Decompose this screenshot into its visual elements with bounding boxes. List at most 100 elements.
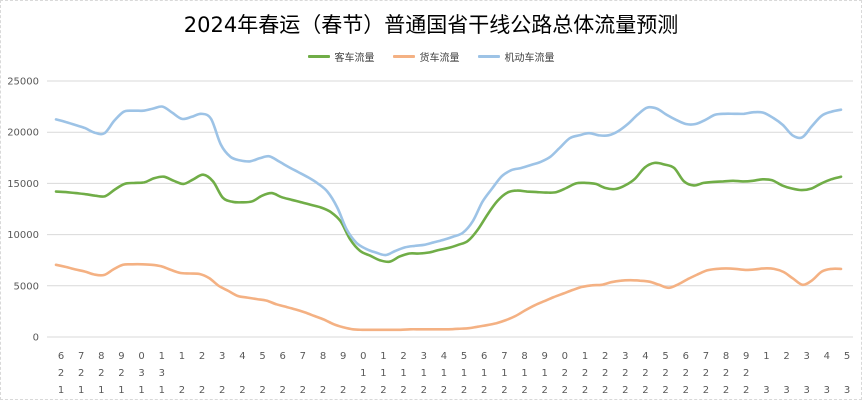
legend-item-passenger: 客车流量: [307, 49, 375, 64]
x-tick-label: 3 1 2: [421, 351, 427, 396]
x-tick-char: 2: [421, 385, 427, 396]
x-tick-char: 1: [441, 368, 447, 379]
x-tick-char: 6: [58, 351, 64, 362]
chart-title: 2024年春运（春节）普通国省干线公路总体流量预测: [183, 13, 679, 37]
x-tick-label: 72: [300, 351, 306, 396]
x-tick-label: 42: [239, 351, 245, 396]
x-tick-label: 2 2 2: [602, 351, 608, 396]
series-line-passenger: [54, 161, 843, 264]
x-tick-char: 1: [98, 385, 104, 396]
x-tick-char: 2: [219, 385, 225, 396]
x-tick-char: 3: [219, 351, 225, 362]
x-tick-char: 2: [400, 351, 406, 362]
x-tick-char: 9: [743, 351, 749, 362]
x-tick-char: 2: [622, 385, 628, 396]
y-tick-label-5000: 5000: [14, 281, 39, 292]
x-tick-char: 4: [642, 351, 648, 362]
x-tick-char: 2: [340, 385, 346, 396]
x-tick-char: 2: [118, 368, 124, 379]
x-tick-char: 9: [118, 351, 124, 362]
x-tick-label: 0 2 2: [562, 351, 568, 396]
x-tick-char: 1: [380, 351, 386, 362]
x-tick-char: 1: [521, 368, 527, 379]
x-tick-char: 1: [501, 368, 507, 379]
x-tick-char: 2: [662, 368, 668, 379]
x-tick-label: 9 2 2: [743, 351, 749, 396]
x-tick-char: 1: [461, 368, 467, 379]
legend-swatch-motor: [477, 55, 500, 58]
x-tick-label: 1 3 1: [159, 351, 165, 396]
x-tick-char: 2: [662, 385, 668, 396]
x-tick-char: 0: [138, 351, 144, 362]
x-tick-char: 2: [58, 368, 64, 379]
x-tick-char: 1: [582, 351, 588, 362]
x-tick-char: 6: [280, 351, 286, 362]
x-tick-char: 2: [400, 385, 406, 396]
legend-label-motor: 机动车流量: [504, 53, 555, 64]
x-tick-char: 2: [441, 385, 447, 396]
x-tick-char: 7: [300, 351, 306, 362]
x-tick-label: 1 2 2: [582, 351, 588, 396]
x-tick-char: 5: [662, 351, 668, 362]
x-tick-char: 2: [199, 385, 205, 396]
legend-swatch-truck: [392, 55, 415, 58]
x-tick-char: 1: [179, 351, 185, 362]
x-tick-label: 13: [763, 351, 769, 396]
x-tick-char: 7: [703, 351, 709, 362]
x-tick-char: 1: [58, 385, 64, 396]
x-tick-char: 2: [582, 368, 588, 379]
y-tick-label-10000: 10000: [7, 230, 39, 241]
x-tick-label: 23: [783, 351, 789, 396]
x-tick-char: 1: [421, 368, 427, 379]
x-tick-char: 1: [481, 368, 487, 379]
x-tick-char: 7: [501, 351, 507, 362]
y-tick-label-20000: 20000: [7, 128, 39, 139]
x-tick-char: 2: [723, 385, 729, 396]
x-tick-label: 43: [824, 351, 830, 396]
x-tick-char: 2: [783, 351, 789, 362]
x-tick-label: 6 2 1: [58, 351, 64, 396]
x-tick-char: 2: [380, 385, 386, 396]
x-tick-char: 2: [743, 368, 749, 379]
x-tick-char: 1: [542, 368, 548, 379]
x-tick-char: 2: [703, 385, 709, 396]
x-tick-char: 2: [602, 351, 608, 362]
x-tick-char: 1: [400, 368, 406, 379]
y-tick-label-15000: 15000: [7, 179, 39, 190]
x-tick-label: 53: [844, 351, 850, 396]
legend: 客车流量 货车流量 机动车流量: [1, 49, 861, 64]
x-tick-label: 8 1 2: [521, 351, 527, 396]
x-tick-char: 1: [360, 368, 366, 379]
x-tick-char: 3: [824, 385, 830, 396]
x-tick-label: 62: [280, 351, 286, 396]
x-tick-char: 3: [804, 351, 810, 362]
legend-label-passenger: 客车流量: [334, 53, 375, 64]
x-tick-label: 33: [804, 351, 810, 396]
x-tick-label: 7 1 2: [501, 351, 507, 396]
x-tick-char: 2: [723, 368, 729, 379]
legend-item-motor: 机动车流量: [477, 49, 555, 64]
x-tick-char: 2: [562, 368, 568, 379]
x-tick-char: 2: [98, 368, 104, 379]
x-tick-char: 1: [380, 368, 386, 379]
x-tick-label: 9 1 2: [542, 351, 548, 396]
series-line-motor: [54, 105, 843, 257]
x-tick-char: 1: [118, 385, 124, 396]
x-tick-char: 2: [602, 368, 608, 379]
x-tick-char: 3: [844, 385, 850, 396]
x-tick-char: 2: [461, 385, 467, 396]
x-tick-char: 5: [844, 351, 850, 362]
x-tick-char: 2: [683, 385, 689, 396]
x-tick-label: 22: [199, 351, 205, 396]
x-tick-char: 2: [78, 368, 84, 379]
x-tick-char: 5: [461, 351, 467, 362]
x-tick-char: 6: [683, 351, 689, 362]
x-tick-char: 3: [622, 351, 628, 362]
x-tick-label: 6 2 2: [683, 351, 689, 396]
x-tick-char: 0: [562, 351, 568, 362]
x-tick-char: 2: [280, 385, 286, 396]
x-tick-label: 92: [340, 351, 346, 396]
x-tick-char: 2: [743, 385, 749, 396]
